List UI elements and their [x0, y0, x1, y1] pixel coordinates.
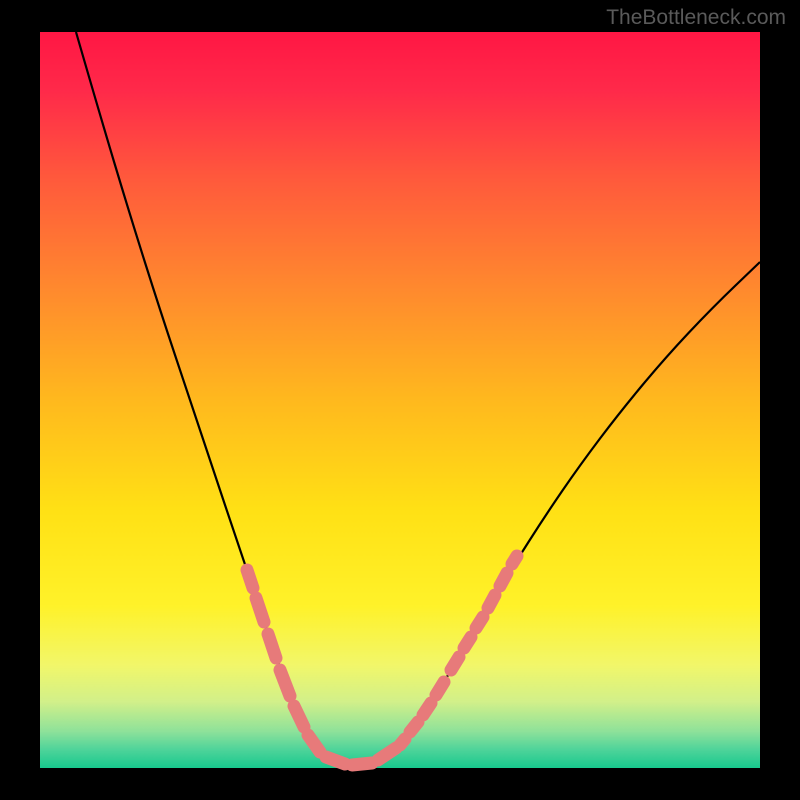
squiggle-segment	[464, 637, 471, 648]
squiggle-segment	[451, 657, 459, 670]
pink-squiggle-overlay	[247, 556, 517, 765]
watermark-text: TheBottleneck.com	[606, 6, 786, 30]
bottleneck-curves-layer	[0, 0, 800, 800]
squiggle-segment	[423, 703, 431, 715]
right-branch-curve	[355, 262, 760, 765]
squiggle-segment	[256, 598, 264, 622]
squiggle-segment	[352, 763, 372, 765]
squiggle-segment	[294, 706, 304, 727]
squiggle-segment	[247, 570, 253, 588]
squiggle-segment	[308, 735, 320, 752]
squiggle-segment	[378, 748, 396, 760]
squiggle-segment	[410, 722, 418, 732]
squiggle-segment	[500, 573, 507, 586]
squiggle-segment	[476, 617, 483, 628]
squiggle-segment	[436, 682, 444, 695]
squiggle-segment	[326, 757, 345, 764]
left-branch-curve	[76, 32, 355, 765]
squiggle-segment	[488, 595, 495, 608]
squiggle-segment	[400, 739, 405, 745]
squiggle-segment	[268, 634, 276, 658]
squiggle-segment	[280, 670, 290, 696]
squiggle-segment	[512, 556, 517, 564]
